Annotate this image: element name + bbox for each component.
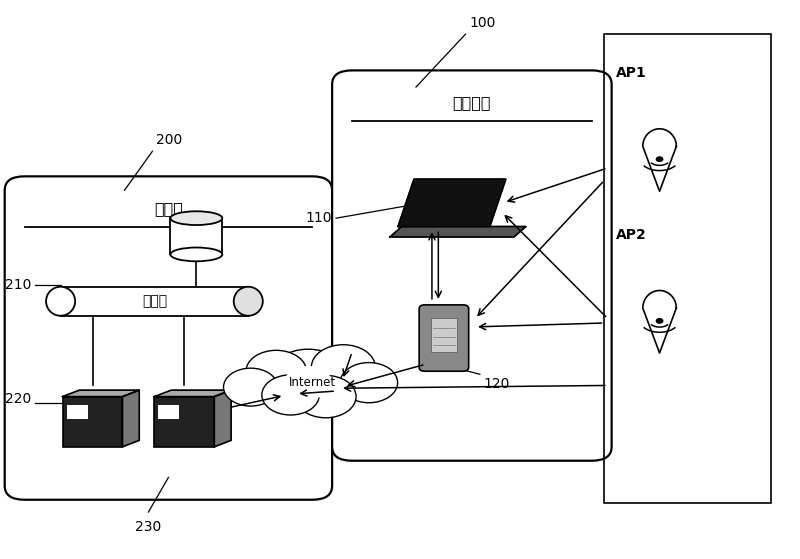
Text: AP2: AP2 — [616, 228, 646, 242]
FancyBboxPatch shape — [419, 305, 469, 371]
Bar — [154, 396, 214, 447]
Text: 120: 120 — [484, 377, 510, 391]
Ellipse shape — [170, 211, 222, 225]
Circle shape — [656, 157, 662, 162]
Polygon shape — [214, 390, 231, 447]
Polygon shape — [398, 179, 506, 226]
Bar — [158, 405, 179, 419]
Text: 服务端: 服务端 — [154, 201, 183, 216]
Circle shape — [340, 363, 398, 402]
Circle shape — [656, 319, 662, 323]
Polygon shape — [390, 226, 526, 237]
Bar — [170, 218, 222, 254]
Circle shape — [262, 375, 319, 415]
Text: AP1: AP1 — [616, 66, 646, 80]
Bar — [604, 34, 771, 503]
Circle shape — [223, 368, 278, 406]
Bar — [62, 396, 122, 447]
Bar — [61, 287, 248, 316]
Circle shape — [311, 345, 375, 390]
Circle shape — [295, 376, 356, 418]
Text: 100: 100 — [470, 16, 496, 30]
Text: 210: 210 — [5, 278, 31, 292]
Polygon shape — [62, 390, 139, 396]
Text: 230: 230 — [135, 520, 162, 534]
Text: 110: 110 — [306, 211, 332, 225]
FancyBboxPatch shape — [431, 318, 457, 352]
Text: Internet: Internet — [289, 376, 336, 389]
Polygon shape — [122, 390, 139, 447]
Ellipse shape — [46, 287, 75, 316]
FancyBboxPatch shape — [5, 176, 332, 500]
Polygon shape — [642, 291, 676, 353]
Bar — [66, 405, 87, 419]
Ellipse shape — [234, 287, 262, 316]
Circle shape — [246, 350, 306, 392]
Ellipse shape — [170, 248, 222, 261]
Circle shape — [284, 366, 332, 399]
Circle shape — [270, 349, 346, 402]
Text: 220: 220 — [5, 392, 31, 406]
Polygon shape — [642, 129, 676, 191]
Polygon shape — [154, 390, 231, 396]
FancyBboxPatch shape — [332, 70, 612, 461]
Text: 200: 200 — [157, 133, 182, 147]
Text: 局域网: 局域网 — [142, 294, 167, 308]
Polygon shape — [514, 226, 526, 237]
Text: 用户终端: 用户终端 — [453, 95, 491, 110]
